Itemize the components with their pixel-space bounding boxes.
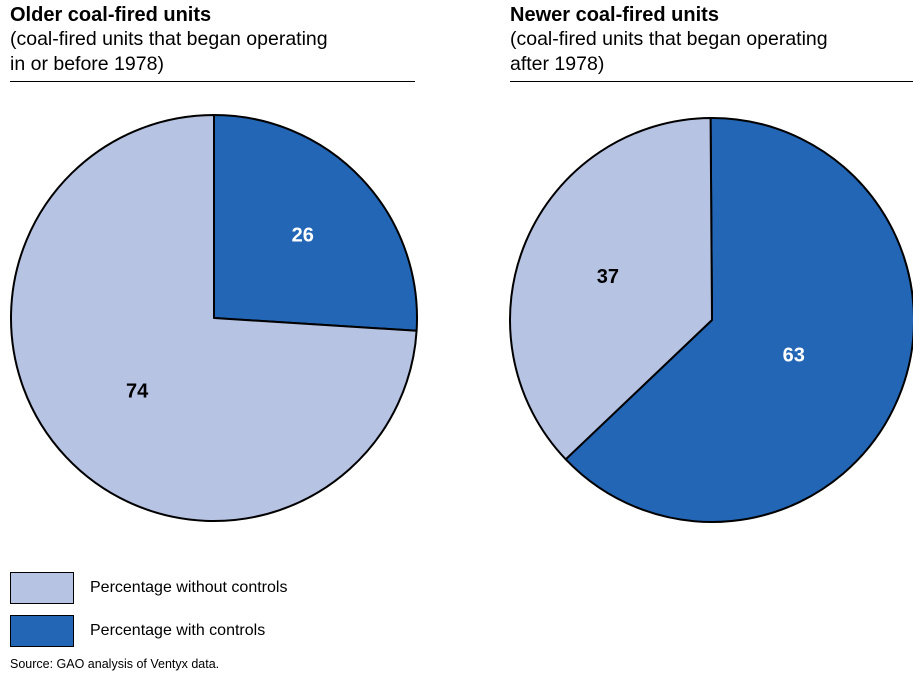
- legend-swatch-without-controls: [10, 572, 74, 604]
- newer-units-subtitle-line-1: (coal-fired units that began operating: [510, 28, 828, 50]
- newer-units-label-with-controls: 63: [783, 345, 805, 367]
- newer-units-title-rule: [510, 81, 913, 82]
- older-units-subtitle-line-2: in or before 1978): [10, 53, 164, 75]
- newer-units-subtitle-line-2: after 1978): [510, 53, 605, 75]
- legend-label-with-controls: Percentage with controls: [90, 622, 266, 639]
- older-units-title: Older coal-fired units: [10, 4, 212, 26]
- older-units-slice-with-controls: [213, 114, 418, 332]
- older-units-subtitle-line-1: (coal-fired units that began operating: [10, 28, 328, 50]
- legend-swatch-with-controls: [10, 615, 74, 647]
- pie-charts: 26 74 63 37: [10, 114, 913, 523]
- legend-label-without-controls: Percentage without controls: [90, 579, 288, 596]
- newer-units-chart-header: Newer coal-fired units (coal-fired units…: [510, 0, 913, 82]
- older-units-slice-without-controls: [10, 114, 418, 522]
- source-note: Source: GAO analysis of Ventyx data.: [10, 657, 220, 671]
- newer-units-slice-with-controls: [564, 116, 913, 523]
- older-units-chart-header: Older coal-fired units (coal-fired units…: [10, 0, 415, 82]
- legend-item-without-controls: Percentage without controls: [10, 572, 610, 606]
- newer-units-label-without-controls: 37: [597, 266, 619, 288]
- older-units-label-with-controls: 26: [292, 225, 314, 247]
- legend-item-with-controls: Percentage with controls: [10, 615, 610, 649]
- newer-units-title: Newer coal-fired units: [510, 4, 719, 26]
- newer-units-slice-without-controls: [509, 117, 713, 461]
- older-units-title-rule: [10, 81, 415, 82]
- older-units-label-without-controls: 74: [126, 380, 149, 402]
